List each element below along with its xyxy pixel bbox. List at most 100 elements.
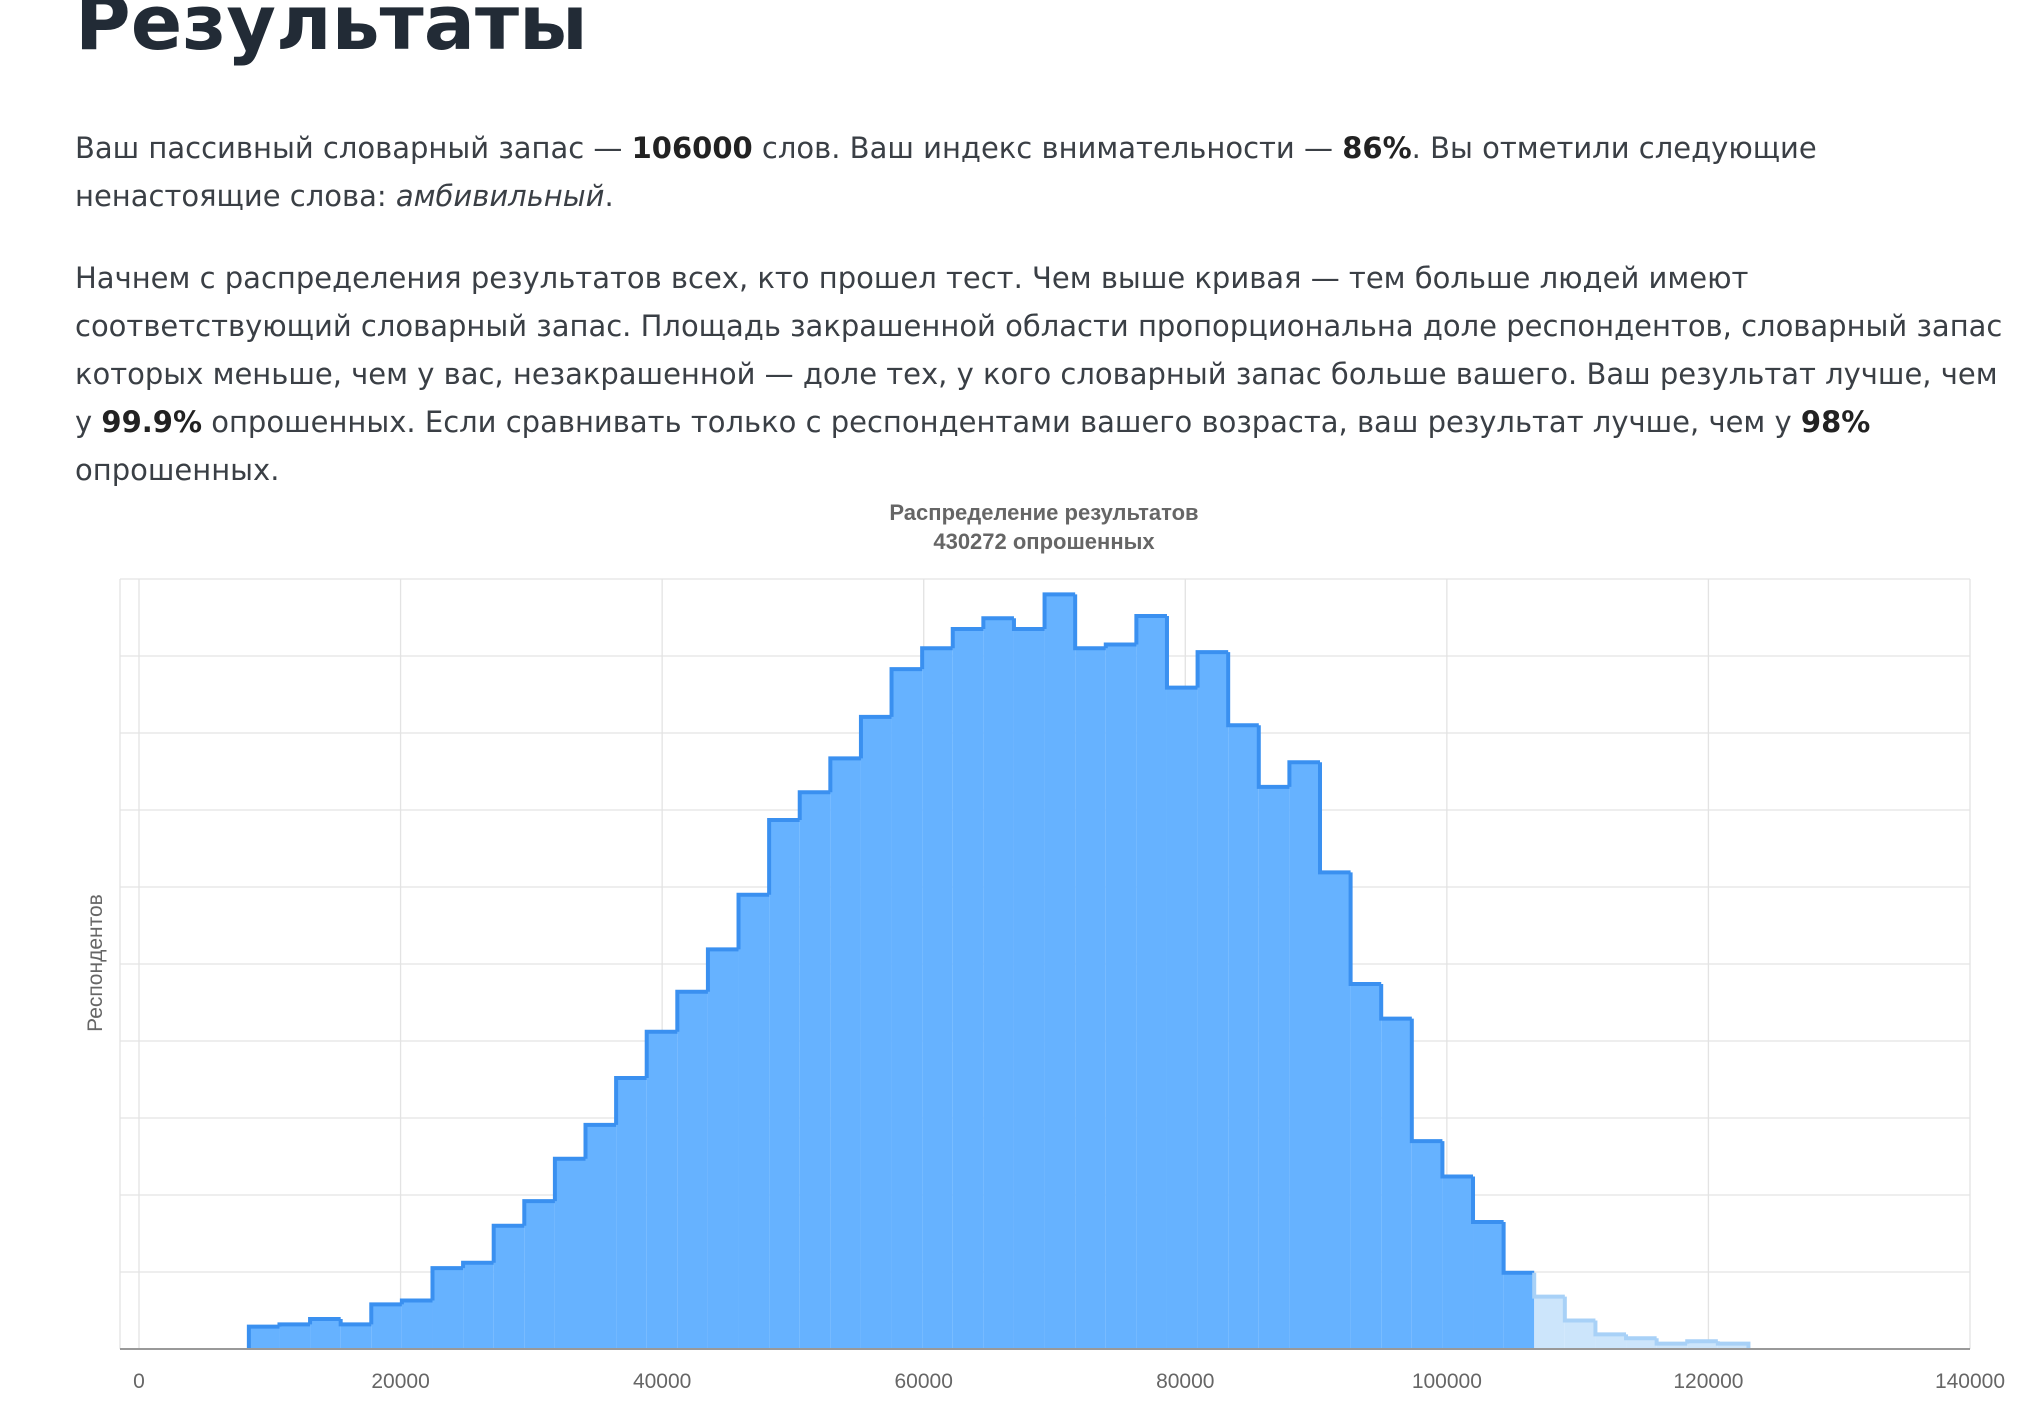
x-tick-label: 100000: [1412, 1370, 1482, 1393]
histogram-edge: [1715, 1341, 1751, 1349]
histogram-edge: [491, 1223, 525, 1263]
histogram-edge: [1624, 1334, 1657, 1341]
histogram-bar: [1595, 1334, 1627, 1349]
histogram-edge: [246, 1324, 280, 1349]
histogram-bar: [1503, 1272, 1535, 1349]
histogram-bar: [1717, 1343, 1749, 1349]
histogram-bar: [401, 1300, 433, 1349]
histogram-bar: [1656, 1343, 1688, 1349]
histogram-edge: [828, 756, 861, 793]
y-axis-label: Респондентов: [84, 894, 107, 1032]
histogram-edge: [1042, 592, 1076, 630]
histogram-edge: [1103, 642, 1137, 649]
chart-title: Распределение результатов: [889, 500, 1198, 525]
histogram-bar: [524, 1201, 555, 1349]
fake-word: амбивильный: [395, 179, 605, 213]
histogram-bar: [1166, 687, 1198, 1349]
histogram-bar: [310, 1318, 341, 1349]
histogram-edge: [552, 1156, 586, 1202]
histogram-edge: [1256, 725, 1290, 789]
x-tick-label: 80000: [1156, 1370, 1214, 1393]
histogram-edge: [1195, 650, 1229, 688]
highlight: 86%: [1342, 131, 1412, 165]
histogram-edge: [1348, 872, 1382, 987]
histogram-bar: [1411, 1141, 1443, 1349]
histogram-edge: [1409, 1018, 1443, 1144]
histogram-edge: [736, 892, 770, 950]
text: опрошенных. Если сравнивать только с рес…: [202, 405, 1801, 439]
histogram-bar: [585, 1124, 617, 1349]
histogram-bar: [769, 820, 800, 1349]
histogram-bar: [1044, 594, 1076, 1349]
histogram-edge: [1532, 1272, 1565, 1299]
histogram-edge: [522, 1199, 555, 1226]
x-tick-label: 40000: [633, 1370, 691, 1393]
histogram-edge: [675, 989, 708, 1032]
histogram-bar: [1687, 1341, 1718, 1349]
histogram-edge: [614, 1075, 647, 1125]
histogram-bar: [830, 758, 861, 1349]
highlight: 106000: [631, 131, 753, 165]
histogram-edge: [1164, 615, 1198, 690]
x-tick-label: 0: [133, 1370, 145, 1393]
histogram-bar: [279, 1324, 311, 1349]
histogram-bar: [707, 949, 739, 1349]
x-tick-label: 120000: [1673, 1370, 1743, 1393]
histogram-bar: [1534, 1296, 1565, 1349]
text: .: [604, 179, 614, 213]
text: . Вы отметили следующие ненастоящие слов…: [75, 131, 1817, 213]
histogram-bar: [1013, 629, 1045, 1349]
histogram-edge: [1685, 1339, 1718, 1344]
histogram-bar: [860, 716, 892, 1349]
histogram-edge: [369, 1302, 402, 1325]
highlight: 99.9%: [101, 405, 202, 439]
histogram-bar: [1228, 725, 1259, 1349]
histogram-edge: [1654, 1338, 1688, 1346]
histogram-bar: [616, 1077, 647, 1349]
histogram-bar: [677, 991, 708, 1349]
histogram-edge: [1073, 594, 1106, 651]
summary-paragraph: Ваш пассивный словарный запас — 106000 с…: [75, 124, 2010, 220]
histogram-edge: [889, 667, 923, 717]
histogram-bar: [1442, 1176, 1474, 1349]
histogram-bar: [1473, 1221, 1504, 1349]
explanation-paragraph: Начнем с распределения результатов всех,…: [75, 254, 2010, 494]
histogram-bar: [340, 1324, 372, 1349]
histogram-edge: [981, 616, 1014, 630]
histogram-bar: [1075, 648, 1106, 1349]
histogram-bar: [554, 1158, 586, 1349]
histogram-bar: [799, 792, 831, 1349]
text: Ваш пассивный словарный запас —: [75, 131, 632, 165]
histogram-edge: [797, 790, 831, 821]
histogram-bar: [738, 894, 770, 1349]
histogram-edge: [1287, 760, 1320, 787]
histogram-bar: [1105, 644, 1137, 1349]
histogram-edge: [920, 646, 953, 670]
histogram-edge: [1134, 613, 1167, 645]
text: опрошенных.: [75, 453, 280, 487]
histogram-bar: [371, 1304, 402, 1349]
histogram-bar: [1289, 762, 1320, 1349]
histogram-edge: [583, 1122, 617, 1159]
histogram-edge: [277, 1322, 311, 1327]
histogram-edge: [430, 1266, 464, 1301]
histogram-edge: [399, 1298, 433, 1305]
highlight: 98%: [1800, 405, 1871, 439]
page-title: Результаты: [75, 0, 588, 67]
histogram-bar: [248, 1326, 280, 1349]
chart-subtitle: 430272 опрошенных: [933, 529, 1155, 554]
histogram-edge: [1562, 1296, 1596, 1323]
histogram-bar: [922, 648, 953, 1349]
histogram-bar: [432, 1268, 464, 1349]
histogram-edge: [338, 1318, 372, 1327]
x-tick-label: 60000: [895, 1370, 953, 1393]
text: Начнем с распределения результатов всех,…: [75, 261, 2003, 439]
histogram-bar: [1626, 1338, 1657, 1349]
histogram-edge: [308, 1316, 341, 1325]
x-tick-label: 140000: [1935, 1370, 2005, 1393]
histogram-bar: [493, 1225, 525, 1349]
histogram-bar: [1258, 786, 1290, 1349]
histogram-edge: [705, 947, 739, 992]
histogram-edge: [1471, 1176, 1504, 1224]
